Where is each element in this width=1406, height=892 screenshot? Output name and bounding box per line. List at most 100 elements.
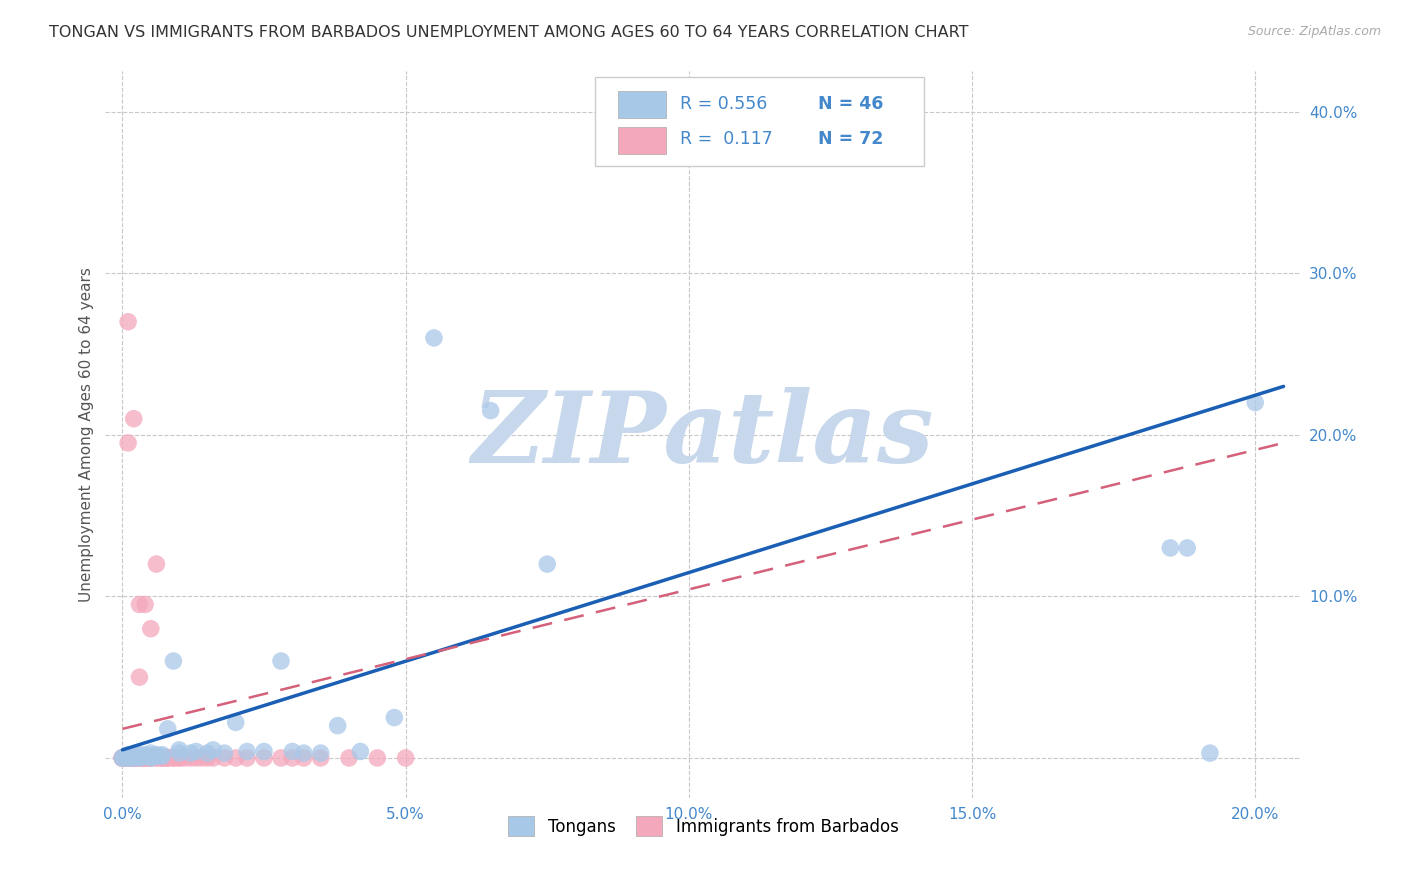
Point (117, 751, 139, 765)
Point (145, 751, 167, 765)
Point (128, 751, 150, 765)
Point (128, 751, 150, 765)
Point (270, 751, 292, 765)
Point (150, 751, 173, 765)
Point (145, 751, 167, 765)
Point (382, 710, 405, 724)
Point (122, 411, 145, 425)
Point (111, 751, 134, 765)
Point (145, 557, 167, 571)
Point (111, 751, 134, 765)
Point (117, 751, 139, 765)
Text: TONGAN VS IMMIGRANTS FROM BARBADOS UNEMPLOYMENT AMONG AGES 60 TO 64 YEARS CORREL: TONGAN VS IMMIGRANTS FROM BARBADOS UNEMP… (49, 25, 969, 40)
Point (139, 751, 162, 765)
Point (139, 751, 162, 765)
Text: R = 0.556: R = 0.556 (681, 95, 768, 112)
Point (111, 751, 134, 765)
Point (139, 751, 162, 765)
Point (111, 751, 134, 765)
Point (134, 751, 156, 765)
Text: N = 72: N = 72 (818, 130, 883, 148)
Point (139, 751, 162, 765)
Point (128, 749, 150, 764)
Point (167, 743, 190, 757)
Point (150, 749, 173, 764)
Point (167, 751, 190, 765)
Point (117, 751, 139, 765)
Legend: Tongans, Immigrants from Barbados: Tongans, Immigrants from Barbados (501, 810, 905, 842)
Point (128, 670, 150, 684)
Point (337, 751, 360, 765)
Point (122, 751, 145, 765)
Point (139, 746, 162, 760)
Point (156, 751, 179, 765)
Point (225, 715, 247, 730)
Point (292, 746, 315, 760)
Point (134, 751, 156, 765)
Bar (619, 128, 666, 154)
Point (202, 743, 225, 757)
Point (309, 746, 332, 760)
Point (253, 751, 276, 765)
Point (117, 751, 139, 765)
Point (150, 751, 173, 765)
Point (184, 744, 207, 758)
Point (366, 751, 388, 765)
Point (128, 751, 150, 765)
Point (117, 747, 139, 762)
Point (1199, 746, 1222, 760)
Point (117, 751, 139, 765)
Point (150, 751, 173, 765)
Point (128, 751, 150, 765)
Point (281, 744, 304, 758)
Point (349, 744, 371, 758)
Text: Source: ZipAtlas.com: Source: ZipAtlas.com (1247, 25, 1381, 38)
Point (292, 751, 315, 765)
Point (122, 751, 145, 765)
Point (122, 751, 145, 765)
Point (423, 331, 446, 345)
Point (128, 751, 150, 765)
FancyBboxPatch shape (596, 78, 924, 166)
Point (214, 751, 236, 765)
Point (111, 751, 134, 765)
Point (281, 751, 304, 765)
Text: N = 46: N = 46 (818, 95, 883, 112)
Point (145, 749, 167, 764)
Point (150, 747, 173, 762)
Point (117, 436, 139, 450)
Point (128, 751, 150, 765)
Point (225, 751, 247, 765)
Point (111, 751, 134, 765)
Point (122, 751, 145, 765)
Point (145, 747, 167, 762)
Point (162, 751, 184, 765)
Point (139, 749, 162, 764)
Point (270, 654, 292, 668)
Point (536, 557, 558, 571)
Point (117, 751, 139, 765)
Point (117, 751, 139, 765)
Text: ZIPatlas: ZIPatlas (472, 386, 934, 483)
Point (117, 751, 139, 765)
Point (134, 598, 156, 612)
Point (134, 747, 156, 762)
Bar (619, 91, 666, 119)
Point (197, 746, 219, 760)
Point (1159, 541, 1181, 555)
Point (1175, 541, 1198, 555)
Point (111, 751, 134, 765)
Point (167, 746, 190, 760)
Point (139, 622, 162, 636)
Point (214, 746, 236, 760)
Point (134, 749, 156, 764)
Point (253, 744, 276, 758)
Point (122, 749, 145, 764)
Point (111, 751, 134, 765)
Point (162, 654, 184, 668)
Point (117, 751, 139, 765)
Text: R =  0.117: R = 0.117 (681, 130, 773, 148)
Point (134, 751, 156, 765)
Point (197, 751, 219, 765)
Point (326, 719, 349, 733)
